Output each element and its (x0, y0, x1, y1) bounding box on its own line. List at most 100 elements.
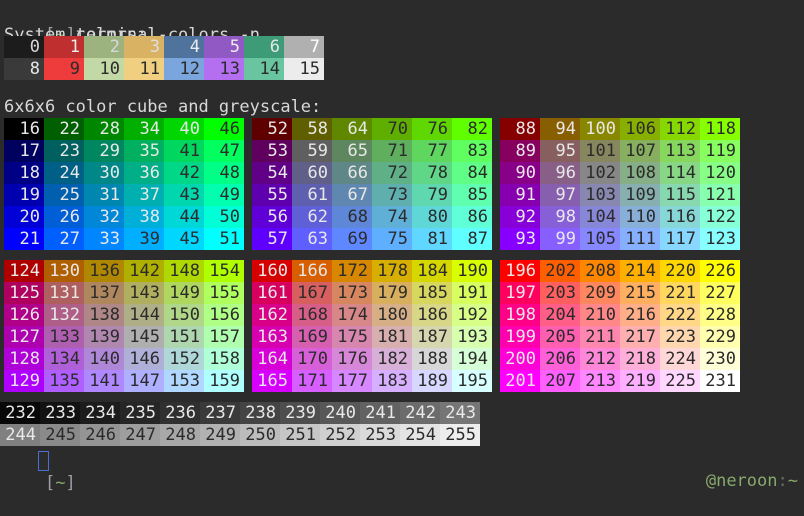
color-swatch: 245 (40, 424, 80, 446)
color-swatch: 151 (164, 326, 204, 348)
color-swatch: 241 (360, 402, 400, 424)
color-swatch: 118 (700, 118, 740, 140)
color-swatch: 224 (660, 348, 700, 370)
color-swatch: 168 (292, 304, 332, 326)
color-swatch: 240 (320, 402, 360, 424)
color-swatch: 140 (84, 348, 124, 370)
color-swatch: 75 (372, 228, 412, 250)
color-swatch: 159 (204, 370, 244, 392)
prompt-tilde-icon: ~ (55, 25, 66, 45)
color-swatch: 73 (372, 184, 412, 206)
color-swatch: 79 (412, 184, 452, 206)
color-swatch: 161 (252, 282, 292, 304)
color-cube-heading: 6x6x6 color cube and greyscale: (4, 97, 322, 117)
color-swatch: 156 (204, 304, 244, 326)
color-swatch: 160 (252, 260, 292, 282)
color-swatch: 250 (240, 424, 280, 446)
color-swatch: 211 (580, 326, 620, 348)
color-swatch: 7 (284, 36, 324, 58)
color-swatch: 95 (540, 140, 580, 162)
color-swatch: 106 (620, 118, 660, 140)
color-swatch: 234 (80, 402, 120, 424)
color-swatch: 80 (412, 206, 452, 228)
color-swatch: 215 (620, 282, 660, 304)
color-swatch: 244 (0, 424, 40, 446)
color-swatch: 33 (84, 228, 124, 250)
color-swatch: 82 (452, 118, 492, 140)
color-swatch: 74 (372, 206, 412, 228)
color-swatch: 98 (540, 206, 580, 228)
color-swatch: 100 (580, 118, 620, 140)
color-swatch: 29 (84, 140, 124, 162)
bottom-prompt-tilde-icon: ~ (55, 473, 66, 493)
color-swatch: 115 (660, 184, 700, 206)
color-swatch: 172 (332, 260, 372, 282)
color-swatch: 253 (360, 424, 400, 446)
color-swatch: 117 (660, 228, 700, 250)
color-swatch: 251 (280, 424, 320, 446)
color-swatch: 226 (700, 260, 740, 282)
color-swatch: 70 (372, 118, 412, 140)
color-swatch: 187 (412, 326, 452, 348)
color-swatch: 19 (4, 184, 44, 206)
color-swatch: 186 (412, 304, 452, 326)
color-swatch: 174 (332, 304, 372, 326)
color-swatch: 200 (500, 348, 540, 370)
color-swatch: 144 (124, 304, 164, 326)
color-swatch: 135 (44, 370, 84, 392)
color-swatch: 210 (580, 304, 620, 326)
color-swatch: 216 (620, 304, 660, 326)
color-swatch: 203 (540, 282, 580, 304)
color-swatch: 178 (372, 260, 412, 282)
color-swatch: 220 (660, 260, 700, 282)
color-swatch: 116 (660, 206, 700, 228)
color-swatch: 125 (4, 282, 44, 304)
color-swatch: 127 (4, 326, 44, 348)
color-swatch: 171 (292, 370, 332, 392)
color-swatch: 45 (164, 228, 204, 250)
color-swatch: 165 (252, 370, 292, 392)
color-swatch: 207 (540, 370, 580, 392)
bottom-prompt: [~] (4, 450, 76, 516)
color-swatch: 14 (244, 58, 284, 80)
color-swatch: 146 (124, 348, 164, 370)
color-swatch: 60 (292, 162, 332, 184)
color-swatch: 110 (620, 206, 660, 228)
color-swatch: 246 (80, 424, 120, 446)
color-swatch: 232 (0, 402, 40, 424)
color-swatch: 93 (500, 228, 540, 250)
color-swatch: 239 (280, 402, 320, 424)
color-swatch: 113 (660, 140, 700, 162)
color-swatch: 142 (124, 260, 164, 282)
color-swatch: 166 (292, 260, 332, 282)
prompt-open-bracket: [ (44, 25, 56, 45)
color-swatch: 64 (332, 118, 372, 140)
text-cursor[interactable] (38, 451, 49, 471)
color-swatch: 57 (252, 228, 292, 250)
color-swatch: 0 (4, 36, 44, 58)
color-swatch: 138 (84, 304, 124, 326)
color-swatch: 69 (332, 228, 372, 250)
color-swatch: 164 (252, 348, 292, 370)
color-swatch: 105 (580, 228, 620, 250)
color-swatch: 242 (400, 402, 440, 424)
color-swatch: 42 (164, 162, 204, 184)
color-swatch: 103 (580, 184, 620, 206)
color-swatch: 101 (580, 140, 620, 162)
color-swatch: 214 (620, 260, 660, 282)
color-swatch: 183 (372, 370, 412, 392)
color-swatch: 35 (124, 140, 164, 162)
color-swatch: 49 (204, 184, 244, 206)
color-swatch: 150 (164, 304, 204, 326)
color-swatch: 81 (412, 228, 452, 250)
color-swatch: 104 (580, 206, 620, 228)
color-swatch: 133 (44, 326, 84, 348)
color-swatch: 190 (452, 260, 492, 282)
color-swatch: 97 (540, 184, 580, 206)
color-swatch: 89 (500, 140, 540, 162)
color-swatch: 188 (412, 348, 452, 370)
color-swatch: 56 (252, 206, 292, 228)
color-swatch: 16 (4, 118, 44, 140)
color-swatch: 8 (4, 58, 44, 80)
color-swatch: 39 (124, 228, 164, 250)
